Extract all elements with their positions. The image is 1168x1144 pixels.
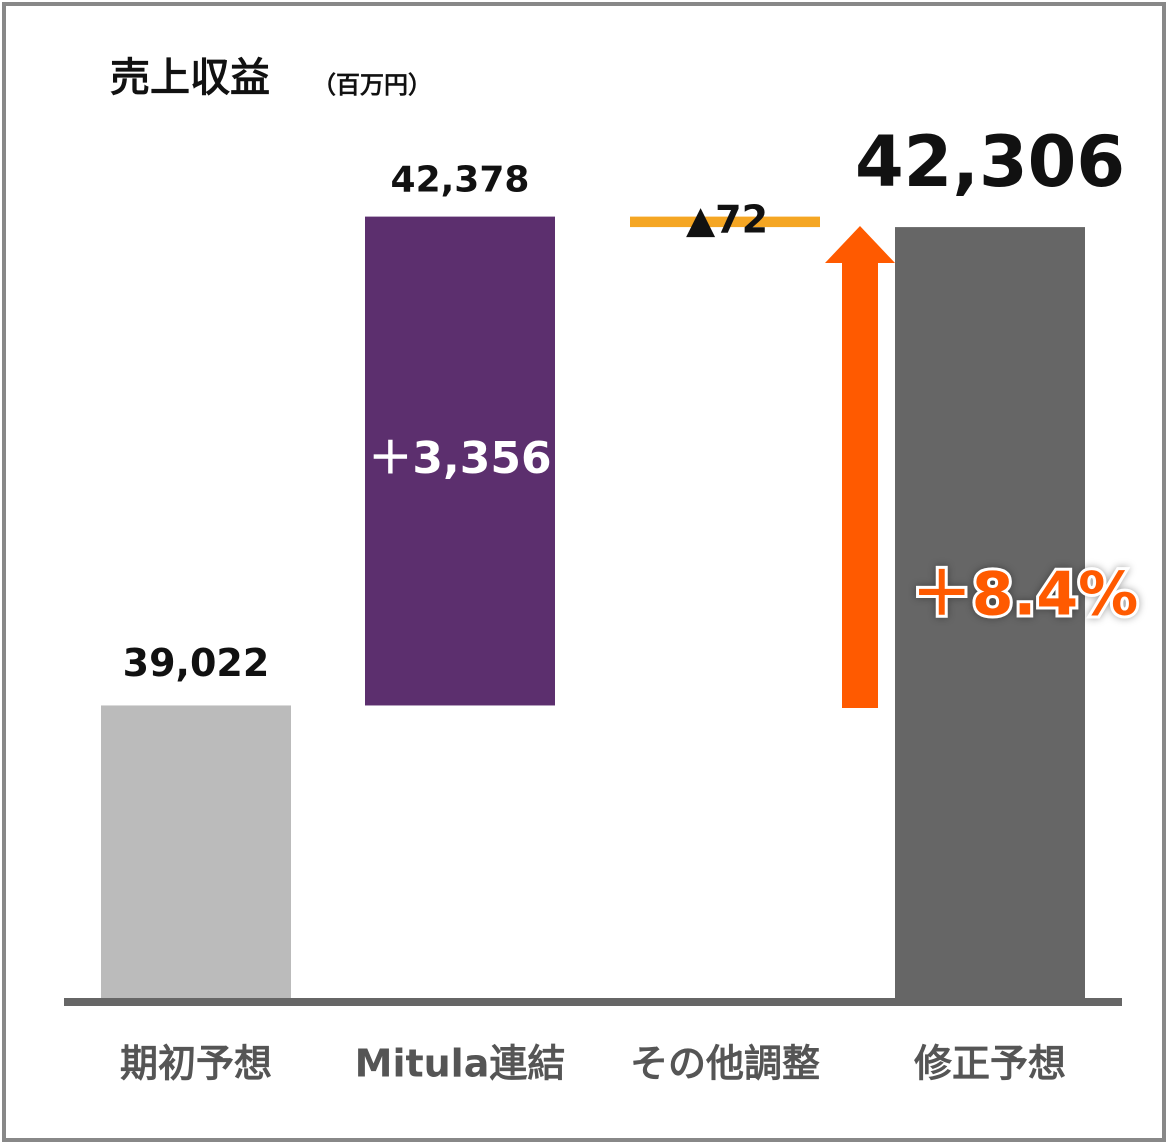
x-tick-label: Mitula連結	[355, 1042, 566, 1086]
bar	[365, 216, 555, 706]
subtotal-label: 42,378	[391, 160, 530, 201]
x-tick-label: 修正予想	[914, 1042, 1066, 1086]
chart-title: 売上収益	[110, 55, 270, 101]
unit-label: （百万円）	[312, 71, 432, 99]
bar	[630, 216, 820, 228]
x-tick-label: その他調整	[630, 1042, 820, 1086]
bar	[101, 705, 291, 1000]
growth-label: ＋8.4%	[912, 560, 1138, 630]
value-label: ＋3,356	[368, 433, 551, 484]
value-label: 42,306	[855, 121, 1125, 203]
x-tick-label: 期初予想	[120, 1042, 272, 1086]
value-label: 39,022	[123, 641, 270, 685]
bar	[895, 227, 1085, 1001]
growth-arrow	[825, 226, 895, 708]
value-label: ▲72	[686, 197, 768, 241]
